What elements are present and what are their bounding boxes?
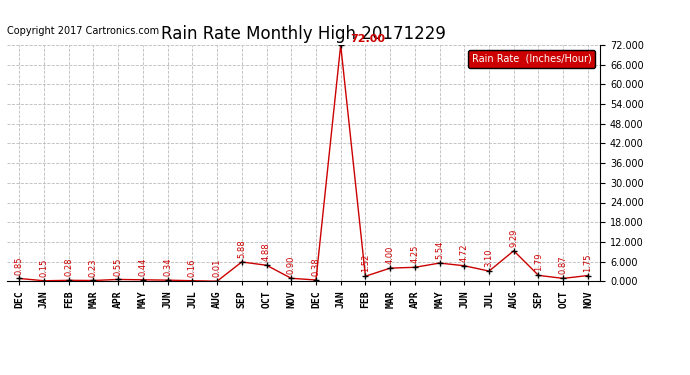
Text: 0.87: 0.87: [559, 256, 568, 274]
Text: 4.25: 4.25: [411, 245, 420, 263]
Text: 0.38: 0.38: [311, 258, 320, 276]
Text: 0.01: 0.01: [213, 259, 221, 277]
Text: 5.54: 5.54: [435, 241, 444, 259]
Text: 0.23: 0.23: [89, 258, 98, 276]
Text: 1.79: 1.79: [534, 253, 543, 272]
Title: Rain Rate Monthly High 20171229: Rain Rate Monthly High 20171229: [161, 26, 446, 44]
Text: 9.29: 9.29: [509, 228, 518, 247]
Text: 1.75: 1.75: [584, 253, 593, 272]
Text: 0.85: 0.85: [14, 256, 23, 274]
Text: 0.44: 0.44: [139, 258, 148, 276]
Text: 0.90: 0.90: [287, 256, 296, 274]
Text: 1.52: 1.52: [361, 254, 370, 272]
Text: 0.55: 0.55: [114, 257, 123, 276]
Text: 4.00: 4.00: [386, 246, 395, 264]
Text: 5.88: 5.88: [237, 239, 246, 258]
Text: 3.10: 3.10: [484, 249, 493, 267]
Text: 0.15: 0.15: [39, 258, 48, 277]
Text: 4.88: 4.88: [262, 243, 271, 261]
Text: 4.72: 4.72: [460, 243, 469, 262]
Text: 72.00: 72.00: [351, 34, 386, 44]
Text: 0.28: 0.28: [64, 258, 73, 276]
Text: 0.16: 0.16: [188, 258, 197, 277]
Text: Copyright 2017 Cartronics.com: Copyright 2017 Cartronics.com: [7, 26, 159, 36]
Text: 0.34: 0.34: [163, 258, 172, 276]
Legend: Rain Rate  (Inches/Hour): Rain Rate (Inches/Hour): [468, 50, 595, 68]
